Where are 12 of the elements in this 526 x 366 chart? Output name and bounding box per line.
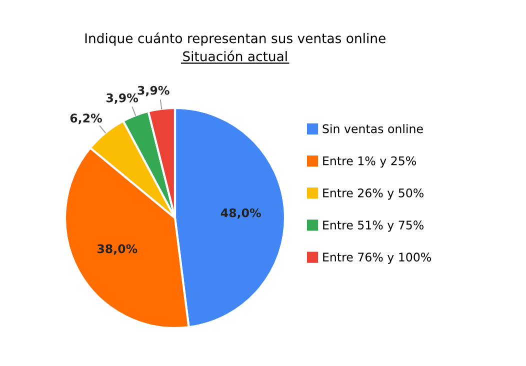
legend-label: Entre 26% y 50% [323, 188, 424, 200]
data-label: 3,9% [106, 93, 138, 104]
legend-label: Entre 76% y 100% [323, 252, 431, 264]
legend-label: Sin ventas online [322, 124, 423, 134]
data-label: 6,2% [70, 114, 102, 124]
chart-subtitle: Situación actual [183, 50, 287, 62]
data-label: 38,0% [97, 244, 138, 255]
legend-label: Entre 1% y 25% [323, 156, 416, 168]
data-label: 3,9% [138, 86, 170, 96]
legend-label: Entre 51% y 75% [323, 220, 424, 232]
chart-title: Indique cuánto representan sus ventas online [85, 32, 386, 46]
data-label: 48,0% [220, 208, 261, 219]
